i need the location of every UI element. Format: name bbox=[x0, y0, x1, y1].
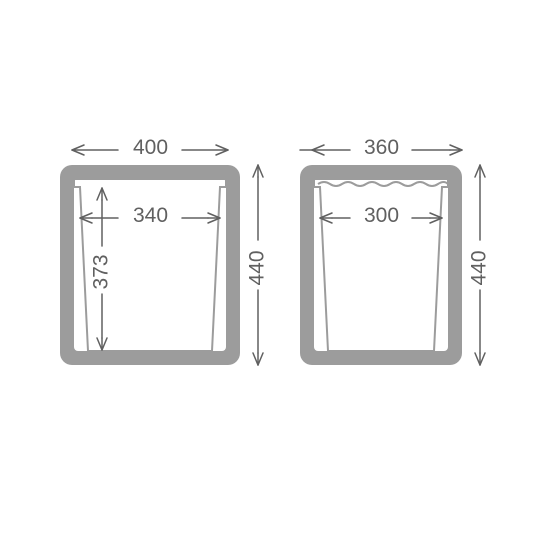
dim-right-top: 360 bbox=[364, 136, 399, 160]
dim-left-top: 400 bbox=[133, 136, 168, 160]
dim-right-right: 440 bbox=[468, 250, 492, 285]
dim-left-side: 373 bbox=[90, 254, 114, 289]
dim-left-right: 440 bbox=[246, 250, 270, 285]
dim-right-mid: 300 bbox=[364, 204, 399, 228]
dim-left-mid: 340 bbox=[133, 204, 168, 228]
